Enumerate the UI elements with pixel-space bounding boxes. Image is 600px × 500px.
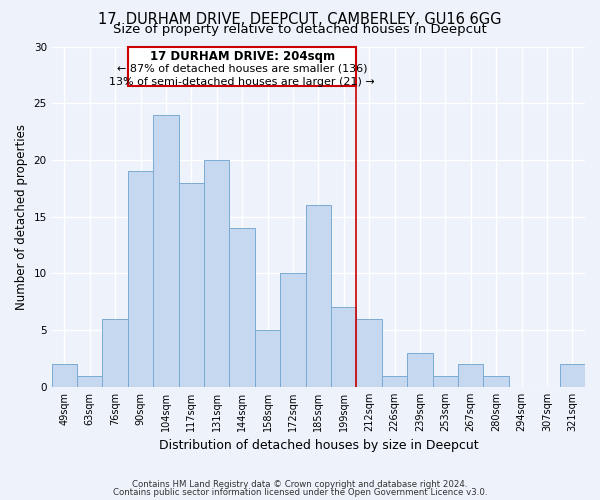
Bar — [280, 274, 305, 387]
Text: 17, DURHAM DRIVE, DEEPCUT, CAMBERLEY, GU16 6GG: 17, DURHAM DRIVE, DEEPCUT, CAMBERLEY, GU… — [98, 12, 502, 28]
Text: 17 DURHAM DRIVE: 204sqm: 17 DURHAM DRIVE: 204sqm — [149, 50, 335, 64]
Text: Contains public sector information licensed under the Open Government Licence v3: Contains public sector information licen… — [113, 488, 487, 497]
Bar — [179, 182, 204, 387]
X-axis label: Distribution of detached houses by size in Deepcut: Distribution of detached houses by size … — [158, 440, 478, 452]
Y-axis label: Number of detached properties: Number of detached properties — [15, 124, 28, 310]
Text: 13% of semi-detached houses are larger (21) →: 13% of semi-detached houses are larger (… — [109, 77, 375, 87]
Text: Size of property relative to detached houses in Deepcut: Size of property relative to detached ho… — [113, 23, 487, 36]
Bar — [331, 308, 356, 387]
Bar — [77, 376, 103, 387]
Bar — [484, 376, 509, 387]
Bar — [407, 353, 433, 387]
Bar — [204, 160, 229, 387]
Bar — [560, 364, 585, 387]
Bar — [382, 376, 407, 387]
Text: ← 87% of detached houses are smaller (136): ← 87% of detached houses are smaller (13… — [117, 64, 367, 74]
Bar — [458, 364, 484, 387]
Bar — [255, 330, 280, 387]
Bar — [128, 172, 153, 387]
Bar — [52, 364, 77, 387]
Bar — [229, 228, 255, 387]
FancyBboxPatch shape — [128, 46, 356, 86]
Bar — [305, 206, 331, 387]
Bar — [356, 319, 382, 387]
Bar — [433, 376, 458, 387]
Bar — [103, 319, 128, 387]
Text: Contains HM Land Registry data © Crown copyright and database right 2024.: Contains HM Land Registry data © Crown c… — [132, 480, 468, 489]
Bar — [153, 114, 179, 387]
